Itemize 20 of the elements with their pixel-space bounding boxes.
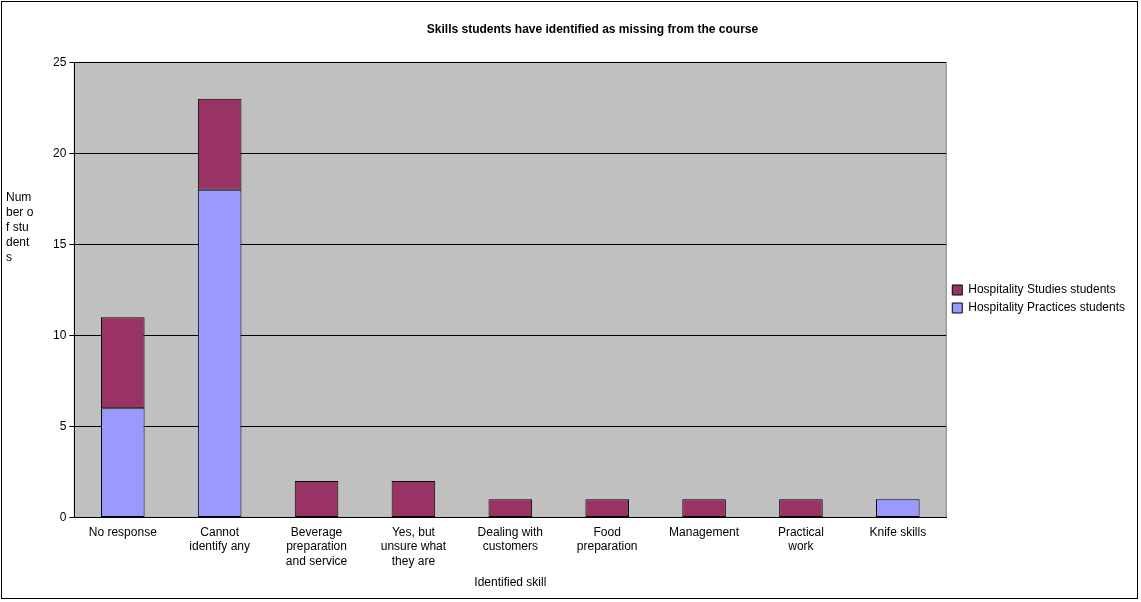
- y-axis-title: Number of students: [6, 190, 34, 265]
- x-tick-label: Food preparation: [576, 524, 638, 554]
- x-tick-label: Yes, but unsure what they are: [380, 524, 447, 568]
- x-tick-label: Beverage preparation and service: [285, 524, 348, 568]
- legend-label: Hospitality Studies students: [968, 282, 1116, 297]
- x-tick-label: Dealing with customers: [477, 524, 543, 554]
- x-tick-label: Knife skills: [869, 524, 927, 539]
- x-tick-label: Cannot identify any: [189, 524, 251, 554]
- chart-title: Skills students have identified as missing from the course: [426, 21, 759, 36]
- legend-label: Hospitality Practices students: [968, 300, 1125, 315]
- x-axis-title: Identified skill: [474, 575, 547, 590]
- x-tick-label: Practical work: [777, 524, 824, 554]
- x-tick-label: Management: [669, 524, 740, 539]
- x-tick-label: No response: [88, 524, 158, 539]
- y-tick-label: 20: [52, 145, 67, 160]
- y-tick-label: 5: [59, 418, 67, 433]
- y-tick-label: 15: [52, 236, 67, 251]
- y-tick-label: 10: [52, 327, 67, 342]
- y-tick-label: 25: [52, 54, 67, 69]
- y-tick-label: 0: [59, 509, 67, 524]
